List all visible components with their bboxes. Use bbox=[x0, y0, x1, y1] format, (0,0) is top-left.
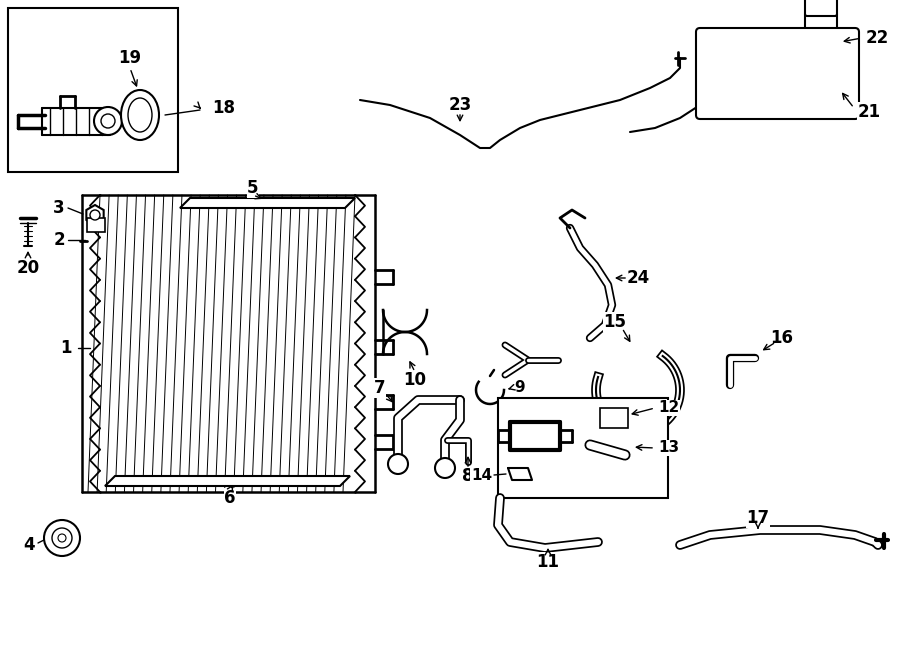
Text: 11: 11 bbox=[536, 553, 560, 571]
Text: 17: 17 bbox=[746, 509, 769, 527]
Text: 15: 15 bbox=[604, 313, 626, 331]
Text: 19: 19 bbox=[119, 49, 141, 67]
Polygon shape bbox=[180, 198, 355, 208]
Text: 7: 7 bbox=[374, 379, 386, 397]
Text: 2: 2 bbox=[53, 231, 65, 249]
Ellipse shape bbox=[128, 98, 152, 132]
Circle shape bbox=[58, 534, 66, 542]
Text: 22: 22 bbox=[866, 29, 889, 47]
Circle shape bbox=[94, 107, 122, 135]
Circle shape bbox=[90, 210, 100, 220]
Bar bbox=[8, 8, 178, 172]
Circle shape bbox=[44, 520, 80, 556]
Text: 3: 3 bbox=[53, 199, 65, 217]
Text: 8: 8 bbox=[463, 467, 473, 485]
Text: 24: 24 bbox=[626, 269, 650, 287]
FancyBboxPatch shape bbox=[696, 28, 859, 119]
Text: 1: 1 bbox=[60, 339, 72, 357]
Bar bbox=[87, 218, 105, 232]
Polygon shape bbox=[105, 476, 350, 486]
Text: 13: 13 bbox=[658, 440, 680, 455]
FancyBboxPatch shape bbox=[805, 0, 837, 16]
Text: 23: 23 bbox=[448, 96, 472, 114]
Bar bbox=[498, 398, 668, 498]
Circle shape bbox=[435, 458, 455, 478]
Text: 12: 12 bbox=[658, 401, 680, 416]
Text: 6: 6 bbox=[224, 489, 236, 507]
Text: 4: 4 bbox=[23, 536, 35, 554]
Circle shape bbox=[52, 528, 72, 548]
Circle shape bbox=[388, 454, 408, 474]
Text: 10: 10 bbox=[403, 371, 427, 389]
Circle shape bbox=[101, 114, 115, 128]
Text: 16: 16 bbox=[770, 329, 794, 347]
Text: 18: 18 bbox=[212, 99, 235, 117]
Text: 5: 5 bbox=[248, 179, 259, 197]
Bar bbox=[600, 408, 628, 428]
Text: 14: 14 bbox=[471, 467, 492, 483]
Polygon shape bbox=[86, 205, 104, 225]
Text: 20: 20 bbox=[16, 259, 40, 277]
Text: 21: 21 bbox=[858, 103, 881, 121]
Text: 9: 9 bbox=[515, 381, 526, 395]
Ellipse shape bbox=[121, 90, 159, 140]
